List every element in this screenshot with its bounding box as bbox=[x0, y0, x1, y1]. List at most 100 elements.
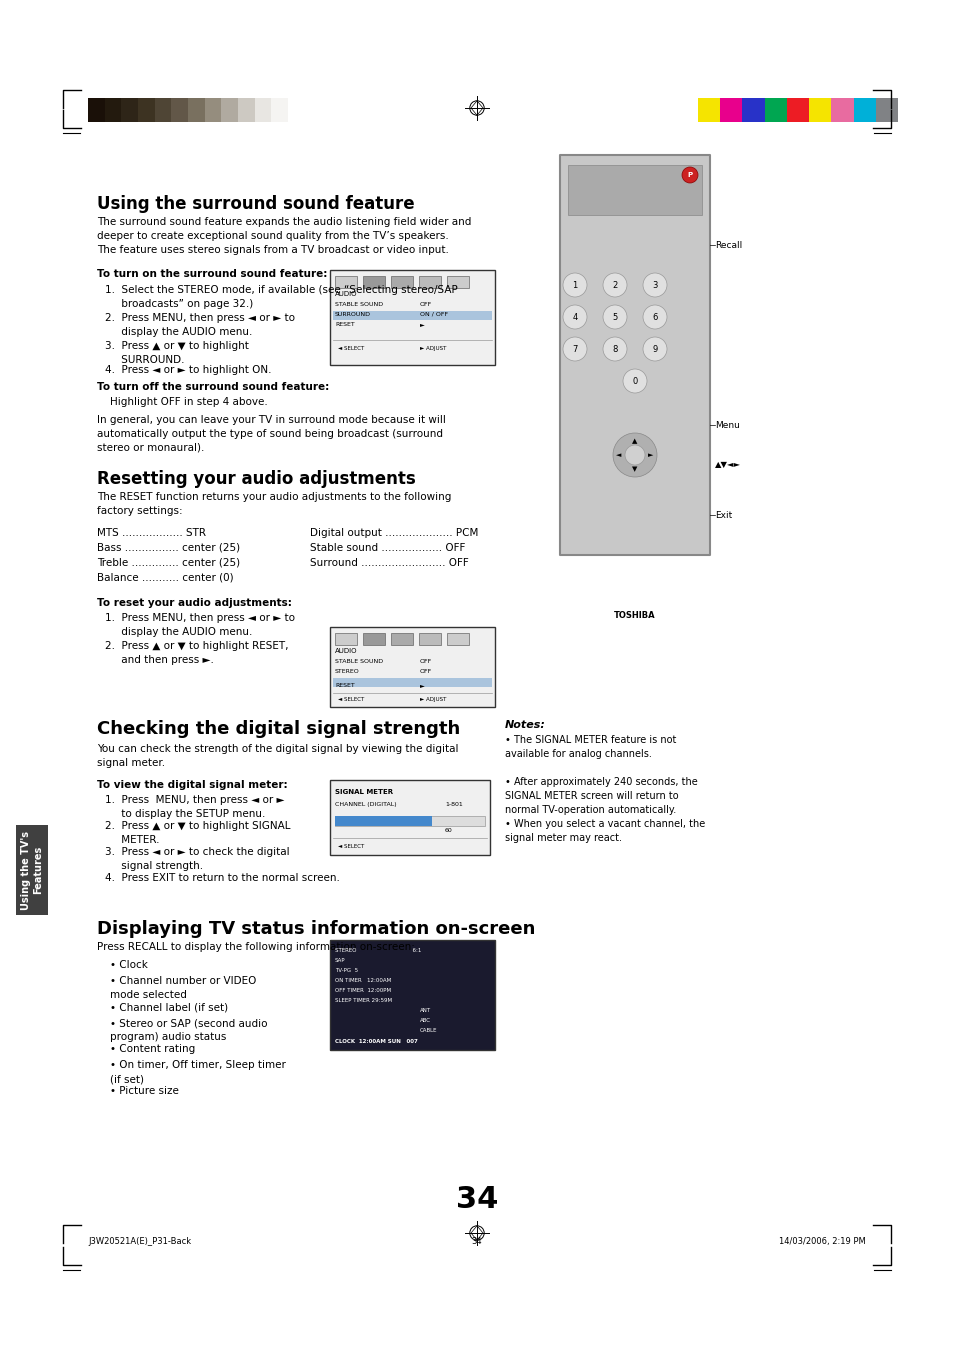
Text: ON / OFF: ON / OFF bbox=[419, 313, 448, 317]
Text: 34: 34 bbox=[456, 1185, 497, 1214]
Bar bbox=[559, 156, 709, 555]
Text: OFF TIMER  12:00PM: OFF TIMER 12:00PM bbox=[335, 988, 391, 993]
Text: Resetting your audio adjustments: Resetting your audio adjustments bbox=[97, 469, 416, 488]
Text: 7: 7 bbox=[572, 345, 578, 353]
Circle shape bbox=[642, 273, 666, 298]
Text: To view the digital signal meter:: To view the digital signal meter: bbox=[97, 779, 287, 790]
Text: CABLE: CABLE bbox=[419, 1028, 437, 1032]
Bar bbox=[330, 940, 495, 1050]
Bar bbox=[447, 276, 469, 288]
Text: 4.  Press EXIT to return to the normal screen.: 4. Press EXIT to return to the normal sc… bbox=[105, 873, 339, 884]
Bar bbox=[88, 97, 105, 122]
Text: The RESET function returns your audio adjustments to the following
factory setti: The RESET function returns your audio ad… bbox=[97, 492, 451, 515]
Text: ON TIMER   12:00AM: ON TIMER 12:00AM bbox=[335, 978, 391, 984]
Text: ►: ► bbox=[419, 683, 424, 687]
Bar bbox=[138, 97, 154, 122]
Bar bbox=[567, 165, 701, 215]
Text: TV-PG  5: TV-PG 5 bbox=[335, 967, 357, 973]
Circle shape bbox=[602, 304, 626, 329]
Circle shape bbox=[681, 166, 698, 183]
Bar bbox=[391, 633, 413, 645]
Text: • On timer, Off timer, Sleep timer
(if set): • On timer, Off timer, Sleep timer (if s… bbox=[110, 1059, 286, 1084]
Text: Displaying TV status information on-screen: Displaying TV status information on-scre… bbox=[97, 920, 535, 938]
Text: To turn off the surround sound feature:: To turn off the surround sound feature: bbox=[97, 382, 329, 392]
Bar bbox=[786, 97, 808, 122]
Bar bbox=[741, 97, 764, 122]
Bar bbox=[271, 97, 288, 122]
Text: STABLE SOUND: STABLE SOUND bbox=[335, 659, 383, 664]
Text: 3.  Press ▲ or ▼ to highlight
     SURROUND.: 3. Press ▲ or ▼ to highlight SURROUND. bbox=[105, 341, 249, 365]
Circle shape bbox=[642, 304, 666, 329]
Text: The surround sound feature expands the audio listening field wider and
deeper to: The surround sound feature expands the a… bbox=[97, 216, 471, 254]
Circle shape bbox=[624, 445, 644, 465]
Circle shape bbox=[562, 304, 586, 329]
Bar bbox=[335, 816, 484, 825]
Text: To turn on the surround sound feature:: To turn on the surround sound feature: bbox=[97, 269, 327, 279]
Text: • After approximately 240 seconds, the
SIGNAL METER screen will return to
normal: • After approximately 240 seconds, the S… bbox=[504, 777, 697, 815]
Bar bbox=[808, 97, 830, 122]
Text: Using the surround sound feature: Using the surround sound feature bbox=[97, 195, 415, 212]
Text: • When you select a vacant channel, the
signal meter may react.: • When you select a vacant channel, the … bbox=[504, 819, 704, 843]
Text: 3.  Press ◄ or ► to check the digital
     signal strength.: 3. Press ◄ or ► to check the digital sig… bbox=[105, 847, 290, 871]
Text: 9: 9 bbox=[652, 345, 657, 353]
Text: TOSHIBA: TOSHIBA bbox=[614, 610, 655, 620]
Bar bbox=[764, 97, 786, 122]
Text: • Channel number or VIDEO
mode selected: • Channel number or VIDEO mode selected bbox=[110, 976, 256, 1000]
Text: STEREO: STEREO bbox=[335, 668, 359, 674]
Bar bbox=[188, 97, 205, 122]
Bar bbox=[335, 816, 432, 825]
Text: ◄ SELECT: ◄ SELECT bbox=[337, 697, 364, 702]
Text: 1: 1 bbox=[572, 280, 577, 290]
Text: OFF: OFF bbox=[419, 302, 432, 307]
Text: 0: 0 bbox=[632, 376, 637, 386]
Text: SIGNAL METER: SIGNAL METER bbox=[335, 789, 393, 796]
Text: ANT: ANT bbox=[419, 1008, 431, 1013]
Text: 1-801: 1-801 bbox=[444, 802, 462, 806]
Text: ►: ► bbox=[419, 322, 424, 327]
Bar bbox=[447, 633, 469, 645]
Bar bbox=[237, 97, 254, 122]
Text: 2.  Press ▲ or ▼ to highlight RESET,
     and then press ►.: 2. Press ▲ or ▼ to highlight RESET, and … bbox=[105, 641, 288, 666]
Circle shape bbox=[562, 273, 586, 298]
Circle shape bbox=[562, 337, 586, 361]
Text: ABC: ABC bbox=[419, 1017, 431, 1023]
Text: OFF: OFF bbox=[419, 659, 432, 664]
Text: 6: 6 bbox=[652, 313, 657, 322]
Text: 34: 34 bbox=[471, 1237, 482, 1246]
Text: • Channel label (if set): • Channel label (if set) bbox=[110, 1003, 228, 1012]
Bar bbox=[330, 626, 495, 708]
Bar bbox=[363, 276, 385, 288]
Text: AUDIO: AUDIO bbox=[335, 648, 357, 653]
Bar bbox=[830, 97, 853, 122]
Text: 2.  Press ▲ or ▼ to highlight SIGNAL
     METER.: 2. Press ▲ or ▼ to highlight SIGNAL METE… bbox=[105, 821, 291, 846]
Bar bbox=[335, 276, 356, 288]
Text: • Stereo or SAP (second audio
program) audio status: • Stereo or SAP (second audio program) a… bbox=[110, 1017, 267, 1042]
Bar bbox=[205, 97, 221, 122]
Text: 4.  Press ◄ or ► to highlight ON.: 4. Press ◄ or ► to highlight ON. bbox=[105, 365, 272, 375]
Bar bbox=[172, 97, 188, 122]
Text: 14/03/2006, 2:19 PM: 14/03/2006, 2:19 PM bbox=[779, 1237, 865, 1246]
Bar bbox=[698, 97, 720, 122]
Text: 2: 2 bbox=[612, 280, 617, 290]
Bar bbox=[154, 97, 172, 122]
Text: SLEEP TIMER 29:59M: SLEEP TIMER 29:59M bbox=[335, 999, 392, 1003]
Text: ▲: ▲ bbox=[632, 438, 637, 444]
Text: Menu: Menu bbox=[714, 421, 740, 429]
Text: J3W20521A(E)_P31-Back: J3W20521A(E)_P31-Back bbox=[88, 1237, 191, 1246]
Text: ◄: ◄ bbox=[616, 452, 621, 459]
Bar bbox=[391, 276, 413, 288]
Text: Digital output .................... PCM
Stable sound .................. OFF
Surr: Digital output .................... PCM … bbox=[310, 528, 477, 568]
Text: Notes:: Notes: bbox=[504, 720, 545, 731]
Circle shape bbox=[622, 369, 646, 392]
Text: STEREO                                6:1: STEREO 6:1 bbox=[335, 948, 421, 953]
Text: 2.  Press MENU, then press ◄ or ► to
     display the AUDIO menu.: 2. Press MENU, then press ◄ or ► to disp… bbox=[105, 313, 294, 337]
Text: P: P bbox=[687, 172, 692, 179]
Text: 4: 4 bbox=[572, 313, 577, 322]
Circle shape bbox=[602, 273, 626, 298]
Bar bbox=[853, 97, 875, 122]
Bar bbox=[333, 311, 492, 321]
Text: Exit: Exit bbox=[714, 510, 732, 520]
Text: Checking the digital signal strength: Checking the digital signal strength bbox=[97, 720, 459, 737]
Text: Using the TV's
Features: Using the TV's Features bbox=[21, 831, 43, 909]
Text: ▲▼◄►: ▲▼◄► bbox=[714, 460, 740, 469]
